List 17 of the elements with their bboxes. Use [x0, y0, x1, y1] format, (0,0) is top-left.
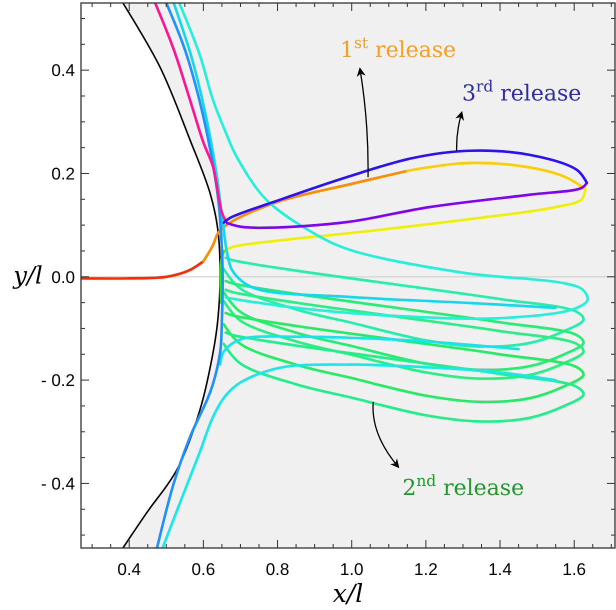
y-tick-label: 0.4 — [51, 61, 75, 80]
x-tick-label: 1.2 — [414, 560, 438, 579]
x-axis-title: x/l — [332, 579, 364, 608]
y-tick-label: - 0.4 — [40, 474, 75, 494]
x-tick-label: 0.6 — [192, 560, 216, 579]
annotation: 2$^{nd}$ release — [402, 472, 524, 501]
y-tick-label: 0.0 — [51, 268, 75, 287]
x-tick-label: 1.0 — [340, 560, 364, 579]
x-tick-label: 0.8 — [266, 560, 290, 579]
annotation: 3$^{rd}$ release — [462, 78, 582, 107]
x-tick-label: 1.6 — [562, 560, 586, 579]
annotation: 1$^{st}$ release — [340, 34, 456, 64]
y-tick-label: 0.2 — [51, 164, 75, 184]
y-axis-title: y/l — [12, 262, 43, 290]
x-tick-label: 0.4 — [117, 560, 142, 579]
x-tick-label: 1.4 — [488, 560, 512, 579]
y-tick-label: - 0.2 — [40, 371, 75, 390]
